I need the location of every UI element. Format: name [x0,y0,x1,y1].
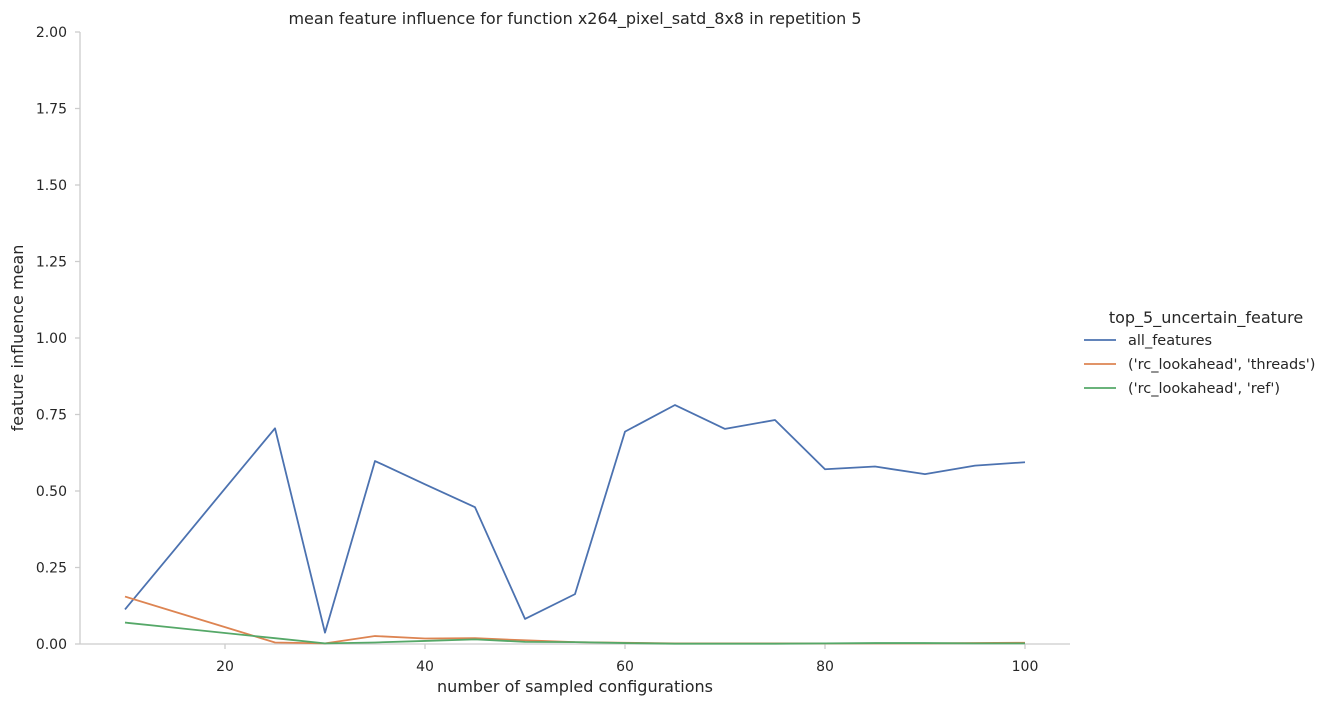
series-lines [124,404,1026,645]
y-tick-label: 2.00 [36,25,67,41]
y-axis-ticks: 0.00 0.25 0.50 0.75 1.00 1.25 1.50 1.75 2.00 [36,25,80,653]
legend-title: top_5_uncertain_feature [1109,308,1303,328]
legend-items: all_features ('rc_lookahead', 'threads') (… [1084,333,1315,397]
x-tick-label: 60 [616,659,634,675]
x-tick-label: 20 [216,659,234,675]
legend: top_5_uncertain_feature all_features ('rc… [1084,308,1315,397]
plot-area: 0.00 0.25 0.50 0.75 1.00 1.25 1.50 1.75 2.00 20 4… [36,25,1070,675]
y-tick-label: 0.00 [36,637,67,653]
chart-title: mean feature influence for function x264… [288,9,861,29]
y-tick-label: 1.75 [36,102,67,118]
y-tick-label: 0.50 [36,484,67,500]
x-tick-label: 100 [1012,659,1039,675]
y-tick-label: 0.25 [36,561,67,577]
y-tick-label: 1.00 [36,331,67,347]
series-line [124,404,1026,634]
y-tick-label: 1.50 [36,178,67,194]
legend-entry: ('rc_lookahead', 'threads') [1128,357,1315,373]
y-tick-label: 0.75 [36,408,67,424]
x-tick-label: 80 [816,659,834,675]
y-tick-label: 1.25 [36,255,67,271]
y-axis-label: feature influence mean [8,245,27,432]
x-tick-label: 40 [416,659,434,675]
series-line [124,621,1025,645]
legend-entry: ('rc_lookahead', 'ref') [1128,381,1280,397]
legend-entry: all_features [1128,333,1212,349]
x-axis-label: number of sampled configurations [437,677,713,696]
x-axis-ticks: 20 40 60 80 100 [216,644,1038,675]
